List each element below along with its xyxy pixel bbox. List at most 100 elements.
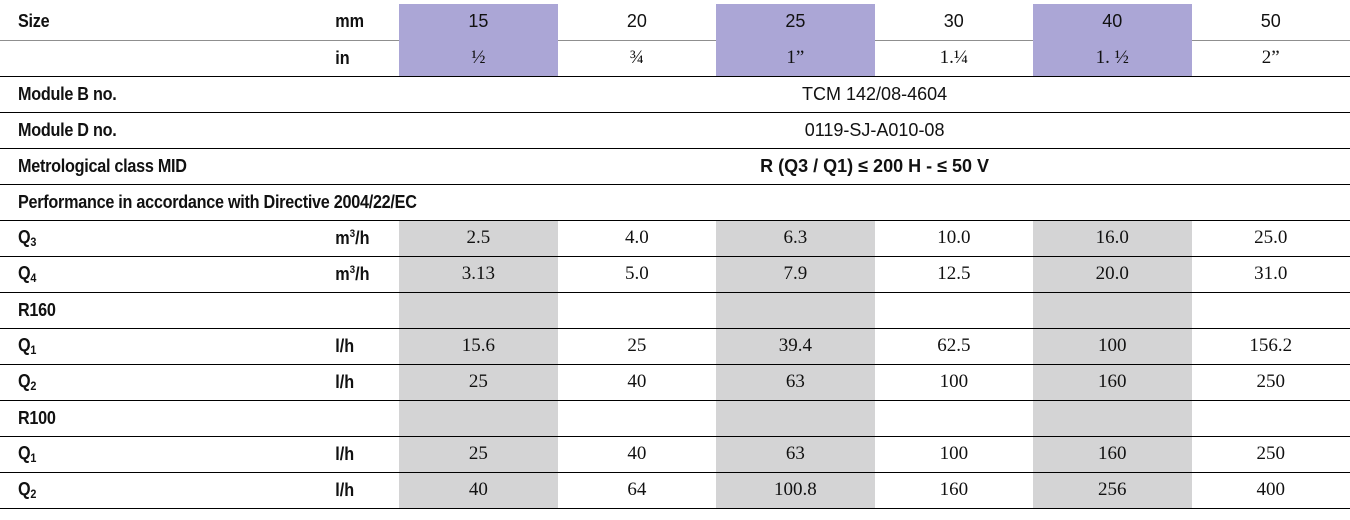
size-mm-value: 15 xyxy=(399,4,558,41)
q3-label: Q3 xyxy=(0,220,288,257)
r100-q2-value: 256 xyxy=(1033,472,1192,509)
q4-value: 7.9 xyxy=(716,256,875,293)
r160-q1-value: 100 xyxy=(1033,328,1192,365)
r160-q1-value: 156.2 xyxy=(1191,328,1350,365)
size-in-value: 1” xyxy=(716,40,875,77)
r100-q2-value: 40 xyxy=(399,472,558,509)
r160-row: R160 xyxy=(0,292,1350,329)
q3-value: 16.0 xyxy=(1033,220,1192,257)
size-in-row: in ½ ¾ 1” 1.¼ 1. ½ 2” xyxy=(0,40,1350,77)
blank-cell xyxy=(716,400,875,437)
q4-value: 20.0 xyxy=(1033,256,1192,293)
r100-q1-value: 100 xyxy=(874,436,1034,473)
r160-q2-value: 25 xyxy=(399,364,558,401)
r160-q1-label: Q1 xyxy=(0,328,288,365)
performance-row: Performance in accordance with Directive… xyxy=(0,184,1350,221)
q4-row: Q4 m3/h 3.13 5.0 7.9 12.5 20.0 31.0 xyxy=(0,256,1350,293)
module-d-label: Module D no. xyxy=(0,112,360,149)
blank-cell xyxy=(399,292,558,329)
module-d-row: Module D no. 0119-SJ-A010-08 xyxy=(0,112,1350,149)
r100-q2-value: 100.8 xyxy=(716,472,875,509)
r100-q2-label: Q2 xyxy=(0,472,288,509)
r160-q2-value: 40 xyxy=(557,364,717,401)
r100-q1-unit: l/h xyxy=(318,436,392,473)
r160-q1-value: 25 xyxy=(557,328,717,365)
metrological-row: Metrological class MID R (Q3 / Q1) ≤ 200… xyxy=(0,148,1350,185)
r160-q2-value: 250 xyxy=(1191,364,1350,401)
r100-q1-value: 160 xyxy=(1033,436,1192,473)
size-mm-value: 40 xyxy=(1033,4,1192,41)
blank-cell xyxy=(318,292,400,329)
r160-q2-value: 160 xyxy=(1033,364,1192,401)
r160-label: R160 xyxy=(0,292,288,329)
blank-cell xyxy=(318,400,400,437)
r160-q2-row: Q2 l/h 25 40 63 100 160 250 xyxy=(0,364,1350,401)
blank-cell xyxy=(399,400,558,437)
r100-row: R100 xyxy=(0,400,1350,437)
r160-q2-value: 63 xyxy=(716,364,875,401)
q3-value: 10.0 xyxy=(874,220,1034,257)
blank-cell xyxy=(1033,400,1192,437)
q3-unit: m3/h xyxy=(318,220,392,257)
r160-q1-unit: l/h xyxy=(318,328,392,365)
blank-cell xyxy=(0,40,319,77)
size-mm-value: 30 xyxy=(874,4,1034,41)
r100-label: R100 xyxy=(0,400,288,437)
r100-q2-row: Q2 l/h 40 64 100.8 160 256 400 xyxy=(0,472,1350,509)
r160-q1-row: Q1 l/h 15.6 25 39.4 62.5 100 156.2 xyxy=(0,328,1350,365)
size-in-value: ¾ xyxy=(557,40,717,77)
r100-q1-value: 25 xyxy=(399,436,558,473)
r100-q2-value: 64 xyxy=(557,472,717,509)
size-mm-row: Size mm 15 20 25 30 40 50 xyxy=(0,4,1350,41)
r160-q1-value: 39.4 xyxy=(716,328,875,365)
r100-q1-value: 63 xyxy=(716,436,875,473)
size-in-value: 2” xyxy=(1191,40,1350,77)
r160-q1-value: 62.5 xyxy=(874,328,1034,365)
unit-mm: mm xyxy=(318,4,392,41)
blank-cell xyxy=(874,400,1034,437)
r160-q2-unit: l/h xyxy=(318,364,392,401)
q4-value: 31.0 xyxy=(1191,256,1350,293)
unit-in: in xyxy=(318,40,392,77)
module-b-row: Module B no. TCM 142/08-4604 xyxy=(0,76,1350,113)
q4-value: 12.5 xyxy=(874,256,1034,293)
r100-q1-row: Q1 l/h 25 40 63 100 160 250 xyxy=(0,436,1350,473)
metrological-value: R (Q3 / Q1) ≤ 200 H - ≤ 50 V xyxy=(399,148,1350,185)
r100-q1-value: 40 xyxy=(557,436,717,473)
specifications-table: Size mm 15 20 25 30 40 50 in ½ ¾ 1” 1.¼ … xyxy=(0,4,1350,509)
blank-cell xyxy=(557,292,717,329)
performance-heading: Performance in accordance with Directive… xyxy=(0,184,1215,221)
size-in-value: 1. ½ xyxy=(1033,40,1192,77)
size-in-value: ½ xyxy=(399,40,558,77)
q4-value: 3.13 xyxy=(399,256,558,293)
blank-cell xyxy=(1191,292,1350,329)
module-b-value: TCM 142/08-4604 xyxy=(399,76,1350,113)
q4-value: 5.0 xyxy=(557,256,717,293)
q3-value: 4.0 xyxy=(557,220,717,257)
q3-value: 25.0 xyxy=(1191,220,1350,257)
blank-cell xyxy=(1191,400,1350,437)
size-label: Size xyxy=(0,4,288,41)
q3-row: Q3 m3/h 2.5 4.0 6.3 10.0 16.0 25.0 xyxy=(0,220,1350,257)
r100-q2-value: 400 xyxy=(1191,472,1350,509)
r100-q2-value: 160 xyxy=(874,472,1034,509)
module-b-label: Module B no. xyxy=(0,76,360,113)
blank-cell xyxy=(874,292,1034,329)
size-mm-value: 50 xyxy=(1191,4,1350,41)
q3-value: 6.3 xyxy=(716,220,875,257)
r160-q2-value: 100 xyxy=(874,364,1034,401)
r100-q2-unit: l/h xyxy=(318,472,392,509)
q3-value: 2.5 xyxy=(399,220,558,257)
r100-q1-value: 250 xyxy=(1191,436,1350,473)
r160-q1-value: 15.6 xyxy=(399,328,558,365)
blank-cell xyxy=(557,400,717,437)
r100-q1-label: Q1 xyxy=(0,436,288,473)
blank-cell xyxy=(716,292,875,329)
module-d-value: 0119-SJ-A010-08 xyxy=(399,112,1350,149)
q4-label: Q4 xyxy=(0,256,288,293)
r160-q2-label: Q2 xyxy=(0,364,288,401)
size-mm-value: 25 xyxy=(716,4,875,41)
blank-cell xyxy=(1033,292,1192,329)
q4-unit: m3/h xyxy=(318,256,392,293)
size-in-value: 1.¼ xyxy=(874,40,1034,77)
